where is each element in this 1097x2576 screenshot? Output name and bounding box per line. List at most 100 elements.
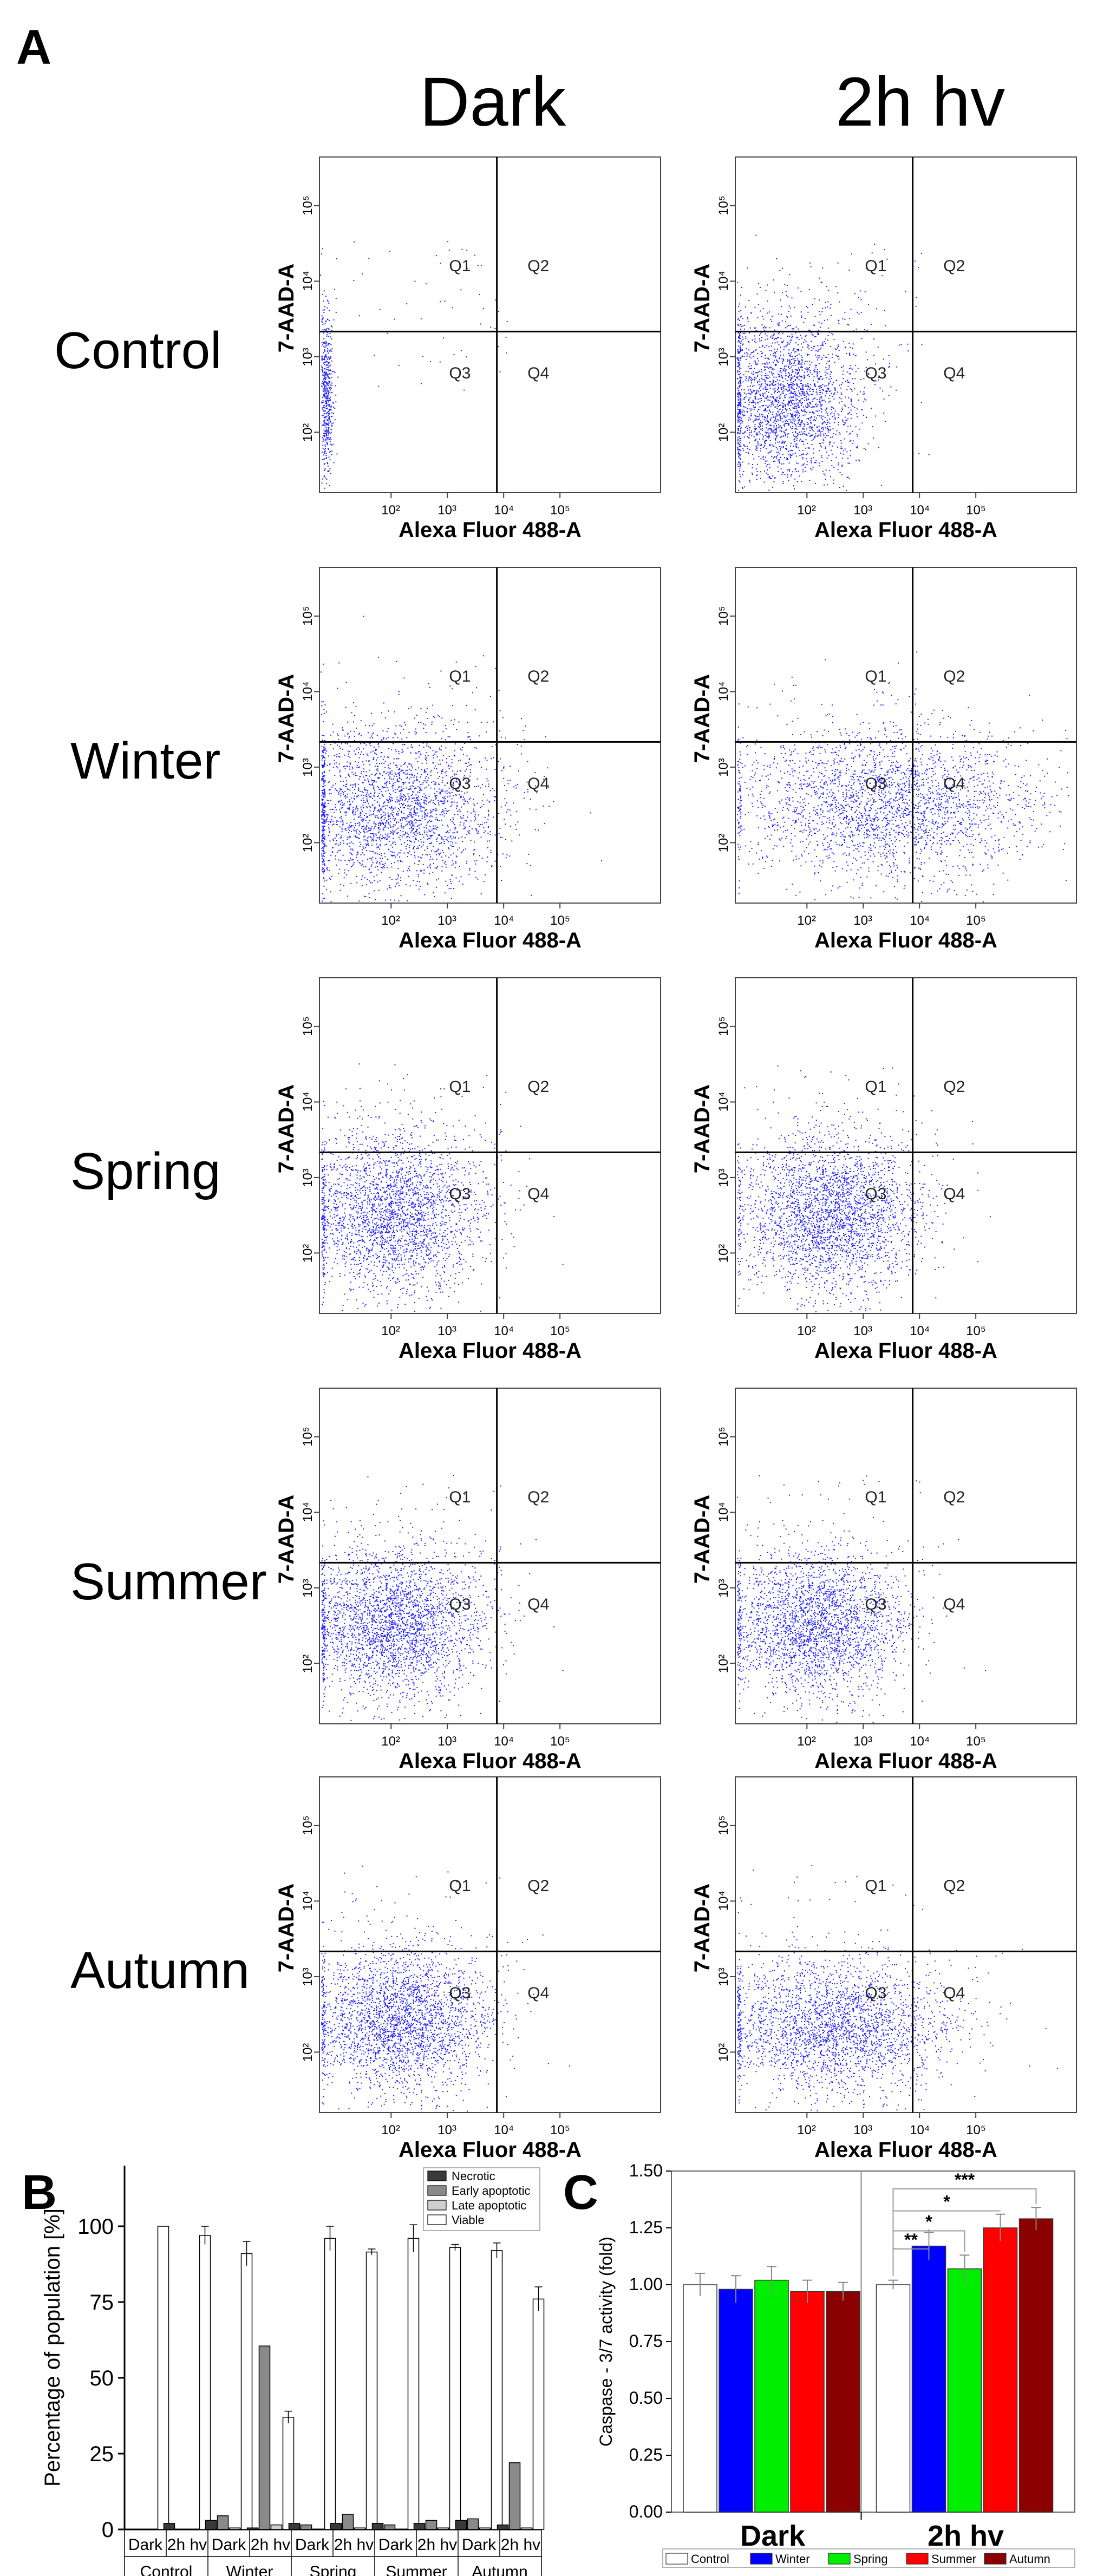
quadrant-label-q4: Q4 bbox=[527, 775, 549, 793]
quadrant-label-q3: Q3 bbox=[865, 1596, 886, 1613]
significance-label: ** bbox=[904, 2230, 918, 2250]
y-tick-label: 10⁵ bbox=[716, 195, 731, 215]
bar-necrotic bbox=[497, 2524, 509, 2530]
y-tick-label: 10⁴ bbox=[716, 1502, 731, 1522]
x-tick-label: 10³ bbox=[853, 1734, 872, 1749]
y-tick-label: 10⁵ bbox=[301, 606, 315, 626]
x-axis-title: Alexa Fluor 488-A bbox=[399, 929, 582, 952]
row-title-spring: Spring bbox=[70, 1142, 221, 1200]
quadrant-label-q4: Q4 bbox=[527, 1185, 549, 1203]
y-tick-label: 10³ bbox=[716, 348, 731, 367]
x-tick-label: 10⁵ bbox=[550, 2123, 570, 2137]
bar-late-apoptotic bbox=[520, 2527, 533, 2530]
bar-early-apoptotic bbox=[300, 2524, 312, 2530]
quadrant-label-q1: Q1 bbox=[865, 668, 886, 685]
panel-letter-a: A bbox=[16, 21, 51, 75]
x-tick-label: 10² bbox=[797, 1734, 816, 1749]
y-tick-label: 10³ bbox=[301, 348, 315, 367]
bar-necrotic bbox=[330, 2523, 342, 2530]
scatter-points bbox=[735, 1475, 987, 1723]
bar-necrotic bbox=[371, 2523, 384, 2530]
sub-category-label: 2h hv bbox=[167, 2536, 207, 2554]
quadrant-label-q2: Q2 bbox=[943, 1488, 965, 1506]
sub-category-label: 2h hv bbox=[334, 2536, 374, 2554]
row-title-autumn: Autumn bbox=[70, 1941, 250, 1999]
group-label-control: Control bbox=[140, 2563, 193, 2576]
x-axis-title: Alexa Fluor 488-A bbox=[399, 2138, 582, 2162]
quadrant-label-q3: Q3 bbox=[865, 364, 886, 382]
sub-category-label: 2h hv bbox=[417, 2536, 457, 2554]
scatter-points bbox=[737, 1865, 1059, 2111]
y-tick-label: 10⁴ bbox=[301, 681, 315, 701]
x-tick-label: 10³ bbox=[853, 503, 872, 518]
x-axis-title: Alexa Fluor 488-A bbox=[814, 2138, 997, 2162]
quadrant-label-q3: Q3 bbox=[449, 775, 471, 793]
legend-label: Late apoptotic bbox=[452, 2199, 526, 2212]
sub-category-label: 2h hv bbox=[251, 2536, 290, 2554]
x-axis-title: Alexa Fluor 488-A bbox=[814, 1339, 997, 1363]
bar-viable bbox=[199, 2235, 211, 2530]
quadrant-label-q1: Q1 bbox=[449, 1877, 471, 1895]
quadrant-label-q4: Q4 bbox=[943, 775, 965, 793]
plot-frame bbox=[319, 567, 661, 904]
sub-category-label: Dark bbox=[378, 2536, 413, 2554]
legend-swatch bbox=[984, 2553, 1007, 2565]
bar-late-apoptotic bbox=[354, 2527, 366, 2530]
quadrant-label-q1: Q1 bbox=[865, 1078, 886, 1096]
quadrant-label-q1: Q1 bbox=[449, 1078, 471, 1096]
plot-frame bbox=[735, 977, 1077, 1314]
y-axis-title: 7-AAD-A bbox=[275, 1884, 298, 1972]
bar-necrotic bbox=[205, 2520, 217, 2530]
row-title-winter: Winter bbox=[70, 732, 220, 790]
significance-label: * bbox=[925, 2212, 932, 2232]
y-axis-title: Percentage of population [%] bbox=[41, 2208, 64, 2487]
y-axis-title: 7-AAD-A bbox=[275, 1084, 298, 1173]
bar-summer bbox=[790, 2291, 825, 2513]
y-tick-label: 0.25 bbox=[629, 2445, 663, 2464]
x-tick-label: 10² bbox=[797, 913, 816, 928]
y-tick-label: 10⁴ bbox=[301, 1502, 315, 1522]
sub-category-label: 2h hv bbox=[501, 2536, 540, 2554]
x-tick-label: 10⁵ bbox=[550, 913, 570, 928]
x-tick-label: 10⁴ bbox=[910, 503, 930, 518]
bar-viable bbox=[365, 2251, 378, 2530]
y-tick-label: 50 bbox=[90, 2366, 114, 2390]
y-tick-label: 10² bbox=[716, 423, 731, 442]
quadrant-label-q3: Q3 bbox=[449, 364, 471, 382]
x-tick-label: 10³ bbox=[438, 2123, 456, 2137]
y-tick-label: 75 bbox=[90, 2291, 114, 2315]
y-tick-label: 1.50 bbox=[629, 2161, 663, 2180]
y-tick-label: 1.00 bbox=[629, 2274, 663, 2294]
x-tick-label: 10³ bbox=[438, 1734, 456, 1749]
column-title-0: Dark bbox=[420, 63, 566, 141]
y-axis-title: 7-AAD-A bbox=[690, 1884, 714, 1972]
significance-bracket bbox=[892, 2188, 1037, 2276]
x-tick-label: 10⁴ bbox=[494, 913, 514, 928]
bar-viable bbox=[532, 2298, 545, 2530]
bar-viable bbox=[449, 2247, 461, 2530]
quadrant-label-q3: Q3 bbox=[865, 1185, 886, 1203]
y-axis-title: 7-AAD-A bbox=[690, 674, 714, 763]
bar-early-apoptotic bbox=[508, 2462, 521, 2530]
x-tick-label: 10² bbox=[797, 2123, 816, 2137]
y-tick-label: 10⁵ bbox=[301, 195, 315, 215]
x-tick-label: 10² bbox=[381, 503, 400, 518]
y-tick-label: 10⁵ bbox=[301, 1815, 315, 1835]
quadrant-label-q1: Q1 bbox=[449, 257, 471, 275]
y-tick-label: 10⁴ bbox=[716, 1891, 731, 1911]
sub-category-label: Dark bbox=[462, 2536, 497, 2554]
y-tick-label: 10³ bbox=[301, 758, 315, 777]
y-tick-label: 10² bbox=[301, 2043, 315, 2062]
y-axis-title: 7-AAD-A bbox=[275, 264, 298, 352]
bar-early-apoptotic bbox=[342, 2514, 354, 2530]
bar-early-apoptotic bbox=[258, 2345, 271, 2530]
chart-b: 0 25 50 75 100 Percentage of population [%] Da… bbox=[41, 2166, 545, 2576]
legend-label: Winter bbox=[775, 2552, 810, 2566]
x-tick-label: 10⁴ bbox=[910, 913, 930, 928]
